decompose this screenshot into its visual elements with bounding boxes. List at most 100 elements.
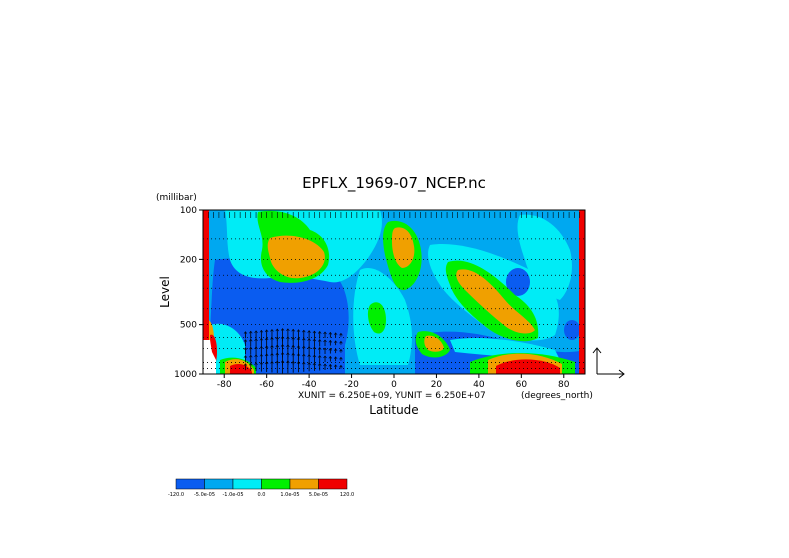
flux-vector-head (339, 340, 343, 344)
x-tick-label: -20 (344, 380, 359, 390)
flux-vector-head (307, 362, 311, 365)
flux-vector-head (259, 361, 264, 365)
flux-vector-head (323, 339, 327, 343)
flux-vector-head (280, 344, 285, 347)
flux-vector-head (323, 331, 327, 335)
flux-vector-head (333, 332, 338, 336)
legend-level-label: 1.0e-05 (280, 492, 299, 498)
x-tick-label: 40 (473, 380, 485, 390)
contour-region (367, 302, 386, 334)
y-tick-label: 100 (180, 206, 197, 216)
flux-vector-head (249, 346, 253, 350)
flux-vector-head (264, 361, 269, 365)
flux-vector-head (317, 363, 322, 366)
flux-vector-head (254, 346, 258, 350)
flux-vector-head (270, 328, 274, 332)
flux-vector-head (312, 330, 317, 334)
y-tick-label: 200 (180, 255, 197, 265)
flux-vector-head (307, 330, 311, 333)
legend-swatch (232, 478, 262, 490)
contour-plot-area (203, 210, 585, 374)
legend-swatch (261, 478, 291, 490)
flux-vector-head (291, 360, 295, 364)
flux-vector-head (286, 328, 290, 332)
flux-vector-head (291, 352, 295, 356)
flux-vector-head (259, 353, 264, 357)
flux-vector-head (270, 336, 274, 340)
y-axis: 100 200 500 1000 (174, 206, 203, 380)
flux-vector-head (302, 345, 306, 349)
flux-vector-head (270, 344, 274, 348)
y-tick-label: 500 (180, 321, 197, 331)
contour-region (424, 335, 444, 352)
flux-vector-head (286, 352, 290, 356)
missing-data-region (203, 340, 216, 374)
legend-level-label: 120.0 (340, 492, 354, 498)
legend-swatch (175, 478, 205, 490)
x-tick-label: 60 (516, 380, 528, 390)
flux-vector-head (328, 331, 333, 335)
flux-vector-head (323, 363, 327, 367)
legend-swatch (318, 478, 348, 490)
contour-region (579, 210, 585, 374)
flux-vector-head (333, 364, 338, 368)
x-tick-label: 80 (558, 380, 570, 390)
flux-vector-head (312, 338, 317, 342)
flux-vector-head (264, 329, 269, 333)
flux-vector-head (275, 360, 280, 364)
flux-vector-head (254, 330, 258, 334)
flux-vector-head (270, 360, 274, 364)
flux-vector-head (323, 355, 327, 359)
flux-vector-head (333, 348, 338, 352)
legend-level-label: -5.0e-05 (194, 492, 215, 498)
flux-vector-head (333, 356, 338, 360)
ep-flux-vectors (208, 212, 580, 374)
flux-vector-head (275, 336, 280, 340)
flux-vector-head (307, 338, 311, 341)
flux-vector-head (339, 348, 343, 352)
flux-vector-head (317, 331, 322, 334)
flux-vector-head (339, 364, 343, 368)
flux-vector-head (328, 363, 333, 367)
flux-vector-head (302, 353, 306, 357)
flux-vector-head (249, 362, 253, 366)
legend-level-label: 0.0 (258, 492, 266, 498)
x-tick-label: -80 (217, 380, 232, 390)
flux-vector-head (302, 361, 306, 365)
flux-vector-head (249, 330, 253, 334)
y-tick-label: 1000 (174, 370, 197, 380)
flux-vector-head (286, 344, 290, 348)
flux-vector-head (249, 354, 253, 358)
y-axis-label: Level (158, 276, 172, 308)
flux-vector-head (291, 336, 295, 340)
legend-level-label: -1.0e-05 (223, 492, 244, 498)
flux-vector-head (259, 345, 264, 349)
flux-vector-head (323, 347, 327, 351)
x-unit-label: (degrees_north) (521, 391, 593, 401)
contour-region (203, 210, 209, 340)
contour-region (564, 320, 580, 340)
flux-vector-head (317, 347, 322, 350)
contour-region (392, 227, 415, 268)
flux-vector-head (243, 363, 248, 366)
flux-vector-head (259, 329, 264, 333)
flux-vector-head (312, 354, 317, 358)
flux-vector-head (328, 355, 333, 359)
legend-swatch (204, 478, 234, 490)
flux-vector-head (296, 361, 301, 364)
flux-vector-head (302, 337, 306, 341)
x-axis-label: Latitude (369, 403, 418, 417)
flux-vector-head (312, 362, 317, 366)
flux-vector-head (243, 339, 248, 342)
flux-vector-head (291, 328, 295, 332)
flux-vector-head (264, 353, 269, 357)
x-tick-label: 20 (431, 380, 443, 390)
y-unit-label: (millibar) (156, 193, 197, 203)
flux-vector-head (296, 337, 301, 340)
flux-vector-head (243, 355, 248, 358)
legend-level-label: 5.0e-05 (309, 492, 328, 498)
contour-region (517, 214, 572, 300)
flux-vector-head (275, 352, 280, 356)
contour-region (230, 364, 252, 374)
